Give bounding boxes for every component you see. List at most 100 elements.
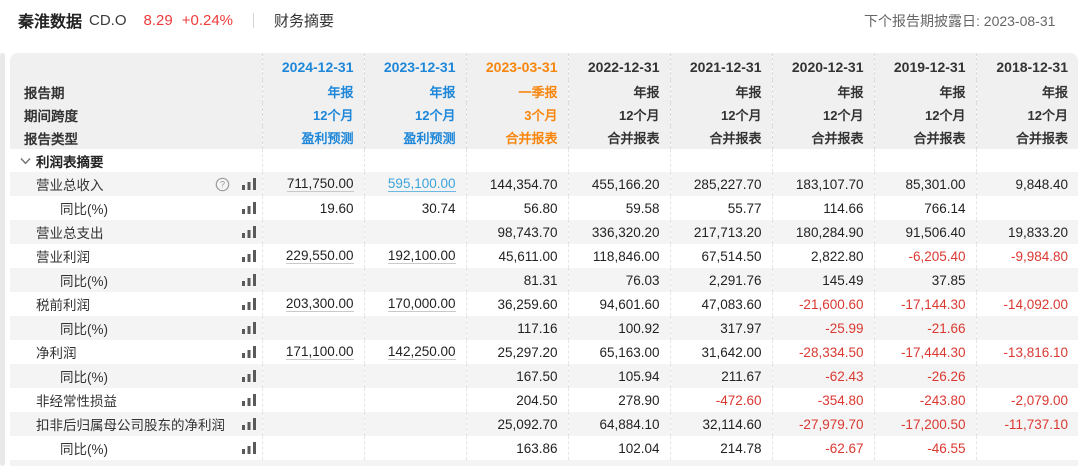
bar-chart-icon[interactable]: [241, 178, 257, 190]
table-cell: 25,297.20: [465, 340, 568, 364]
cell-value: -21.66: [927, 320, 966, 336]
section-empty-cell: [669, 149, 772, 172]
row-label-cell: 同比(%): [10, 364, 262, 388]
table-cell: -25.99: [771, 316, 874, 340]
row-label-cell: 同比(%): [10, 316, 262, 340]
header-meta-cell: 合并报表: [771, 126, 874, 149]
cell-value: 317.97: [720, 320, 762, 336]
header-report-period-row: 报告期 年报 年报 一季报 年报 年报 年报 年报 年报: [10, 80, 1078, 103]
table-cell: 100.92: [567, 316, 670, 340]
cell-value: -354.80: [817, 392, 864, 408]
cell-value: 105.94: [618, 368, 660, 384]
date-header: 2021-12-31: [669, 53, 772, 80]
table-cell: [363, 364, 466, 388]
row-label: 同比(%): [60, 274, 108, 289]
table-cell: 55.77: [669, 196, 772, 220]
cell-value: 64,884.10: [599, 416, 660, 432]
table-row: 营业总收入? 711,750.00 595,100.00 144,354.70 455,…: [10, 172, 1078, 196]
date-header: 2019-12-31: [873, 53, 976, 80]
row-label-cell: 净利润: [10, 340, 262, 364]
cell-value: -26.26: [927, 368, 966, 384]
cell-value: 36,259.60: [497, 296, 558, 312]
table-cell: -9,984.80: [975, 244, 1078, 268]
header-meta-cell: 合并报表: [975, 126, 1078, 149]
table-cell: 36,259.60: [465, 292, 568, 316]
row-label: 同比(%): [60, 442, 108, 457]
table-cell: 317.97: [669, 316, 772, 340]
table-corner-cell: [10, 53, 262, 80]
row-label: 营业总收入: [36, 178, 104, 193]
bar-chart-icon[interactable]: [241, 418, 257, 430]
cell-value: 81.31: [523, 272, 558, 288]
row-label: 同比(%): [60, 370, 108, 385]
bar-chart-icon[interactable]: [241, 370, 257, 382]
partial-cell: [466, 460, 568, 466]
row-label: 税前利润: [36, 298, 90, 313]
table-cell: 98,743.70: [465, 220, 568, 244]
table-cell: 217,713.20: [669, 220, 772, 244]
cell-value: -62.43: [825, 368, 864, 384]
stock-change-percent: +0.24%: [181, 11, 234, 29]
table-cell: 102.04: [567, 436, 670, 460]
row-label: 净利润: [36, 346, 77, 361]
cell-value: -243.80: [919, 392, 966, 408]
table-cell: [363, 412, 466, 436]
table-cell: 117.16: [465, 316, 568, 340]
header-meta-cell: 年报: [975, 80, 1078, 103]
table-cell: [261, 436, 364, 460]
bar-chart-icon[interactable]: [241, 274, 257, 286]
bar-chart-icon[interactable]: [241, 250, 257, 262]
cell-value: 32,114.60: [702, 416, 762, 432]
bar-chart-icon[interactable]: [241, 346, 257, 358]
cell-value: 9,848.40: [1015, 176, 1068, 192]
table-cell: 171,100.00: [261, 340, 364, 364]
bar-chart-icon[interactable]: [241, 322, 257, 334]
cell-value: -2,079.00: [1010, 392, 1068, 408]
tab-financial-summary[interactable]: 财务摘要: [274, 12, 335, 30]
table-cell: -14,092.00: [975, 292, 1078, 316]
bar-chart-icon[interactable]: [241, 394, 257, 406]
table-cell: -6,205.40: [873, 244, 976, 268]
section-label-cell[interactable]: 利润表摘要: [10, 149, 262, 172]
stock-price: 8.29: [143, 11, 173, 29]
table-cell: -17,200.50: [873, 412, 976, 436]
left-scrollbar[interactable]: [0, 53, 5, 466]
question-circle-icon[interactable]: ?: [215, 177, 230, 192]
header-meta-cell: 盈利预测: [363, 126, 466, 149]
table-cell: [261, 316, 364, 340]
forecast-link-value[interactable]: 595,100.00: [387, 176, 456, 192]
table-cell: 81.31: [465, 268, 568, 292]
partial-cell: [772, 460, 874, 466]
header-meta-cell: 3个月: [465, 103, 568, 126]
header-row-label: 报告期: [10, 80, 262, 103]
bar-chart-icon[interactable]: [241, 226, 257, 238]
table-cell: 455,166.20: [567, 172, 670, 196]
section-empty-cell: [873, 149, 976, 172]
table-cell: -243.80: [873, 388, 976, 412]
table-cell: 19,833.20: [975, 220, 1078, 244]
cell-value: 167.50: [516, 368, 558, 384]
table-row: 扣非后归属母公司股东的净利润 25,092.70 64,884.10 32,114.6…: [10, 412, 1078, 436]
table-cell: 94,601.60: [567, 292, 670, 316]
cell-value: -21,600.60: [798, 296, 864, 312]
cell-value: 114.66: [823, 200, 864, 216]
table-cell: 45,611.00: [465, 244, 568, 268]
cell-value: -46.55: [927, 440, 966, 456]
cell-value: 19.60: [319, 200, 354, 216]
section-empty-cell: [771, 149, 874, 172]
table-cell: [975, 364, 1078, 388]
table-cell: -62.67: [771, 436, 874, 460]
cell-value: -13,816.10: [1003, 344, 1068, 360]
bar-chart-icon[interactable]: [241, 298, 257, 310]
header-report-type-row: 报告类型 盈利预测 盈利预测 合并报表 合并报表 合并报表 合并报表 合并报表 合并报表: [10, 126, 1078, 149]
table-cell: -21,600.60: [771, 292, 874, 316]
cell-value: -25.99: [825, 320, 864, 336]
section-title: 利润表摘要: [36, 154, 104, 170]
estimate-value: 711,750.00: [286, 176, 354, 192]
table-row: 同比(%) 163.86 102.04 214.78 -62.67 -46.55: [10, 436, 1078, 460]
bar-chart-icon[interactable]: [241, 202, 257, 214]
bar-chart-icon[interactable]: [241, 442, 257, 454]
header-meta-cell: 12个月: [975, 103, 1078, 126]
table-cell[interactable]: 595,100.00: [363, 172, 466, 196]
